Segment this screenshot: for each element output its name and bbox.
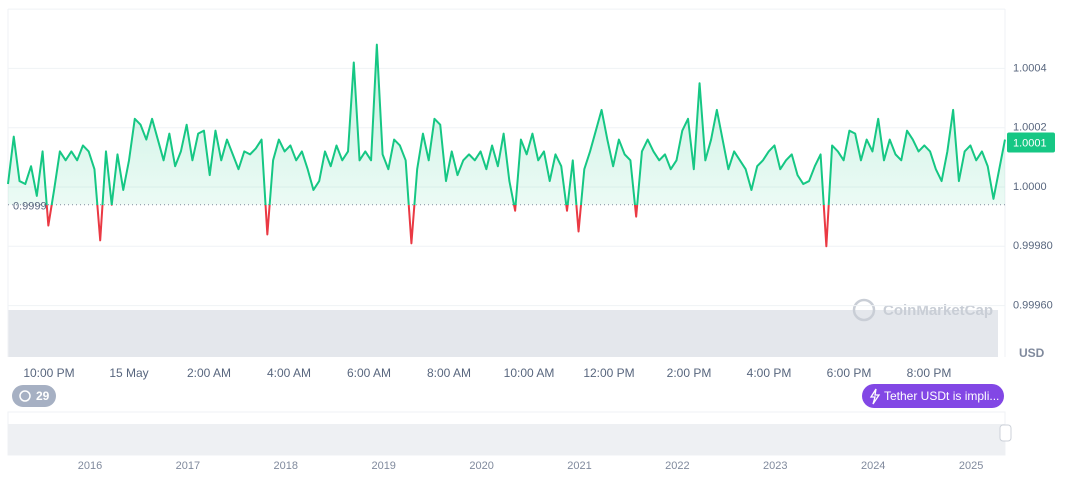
year-label: 2018 <box>274 460 298 472</box>
volume-area <box>8 310 998 357</box>
year-label: 2025 <box>959 460 983 472</box>
x-tick-label: 10:00 PM <box>23 366 74 380</box>
navigator-handle[interactable] <box>999 424 1012 442</box>
currency-label: USD <box>1019 346 1045 360</box>
x-tick-label: 6:00 PM <box>827 366 872 380</box>
y-tick-label: 1.0004 <box>1013 62 1047 74</box>
x-tick-label: 4:00 PM <box>747 366 792 380</box>
x-tick-label: 8:00 PM <box>907 366 952 380</box>
x-tick-label: 2:00 PM <box>667 366 712 380</box>
watermark-text: CoinMarketCap <box>883 302 993 319</box>
baseline-label: 0.9999 <box>13 201 47 213</box>
price-line <box>7 43 1006 248</box>
x-tick-label: 15 May <box>109 366 148 380</box>
watermark: CoinMarketCap <box>852 298 993 322</box>
year-label: 2016 <box>78 460 102 472</box>
current-price-box <box>1007 132 1055 153</box>
year-label: 2020 <box>469 460 493 472</box>
area <box>8 44 1005 205</box>
year-label: 2021 <box>567 460 591 472</box>
navigator-series <box>8 424 1005 455</box>
y-tick-label: 0.99960 <box>1013 300 1053 312</box>
current-price-label: 1.0001 <box>1013 137 1047 149</box>
year-label: 2022 <box>665 460 689 472</box>
notice-text: Tether USDt is impli... <box>884 389 999 403</box>
events-badge[interactable]: 29 <box>12 385 56 407</box>
year-label: 2017 <box>176 460 200 472</box>
y-tick-label: 1.0000 <box>1013 181 1047 193</box>
x-tick-label: 10:00 AM <box>504 366 555 380</box>
x-tick-label: 6:00 AM <box>347 366 391 380</box>
year-label: 2019 <box>371 460 395 472</box>
y-tick-label: 1.0002 <box>1013 122 1047 134</box>
x-tick-label: 2:00 AM <box>187 366 231 380</box>
year-label: 2024 <box>861 460 885 472</box>
notice-pill[interactable]: Tether USDt is impli... <box>862 384 1004 408</box>
year-label: 2023 <box>763 460 787 472</box>
events-count: 29 <box>36 389 50 403</box>
x-tick-label: 8:00 AM <box>427 366 471 380</box>
y-tick-label: 0.99980 <box>1013 240 1053 252</box>
x-tick-label: 12:00 PM <box>583 366 634 380</box>
x-tick-label: 4:00 AM <box>267 366 311 380</box>
